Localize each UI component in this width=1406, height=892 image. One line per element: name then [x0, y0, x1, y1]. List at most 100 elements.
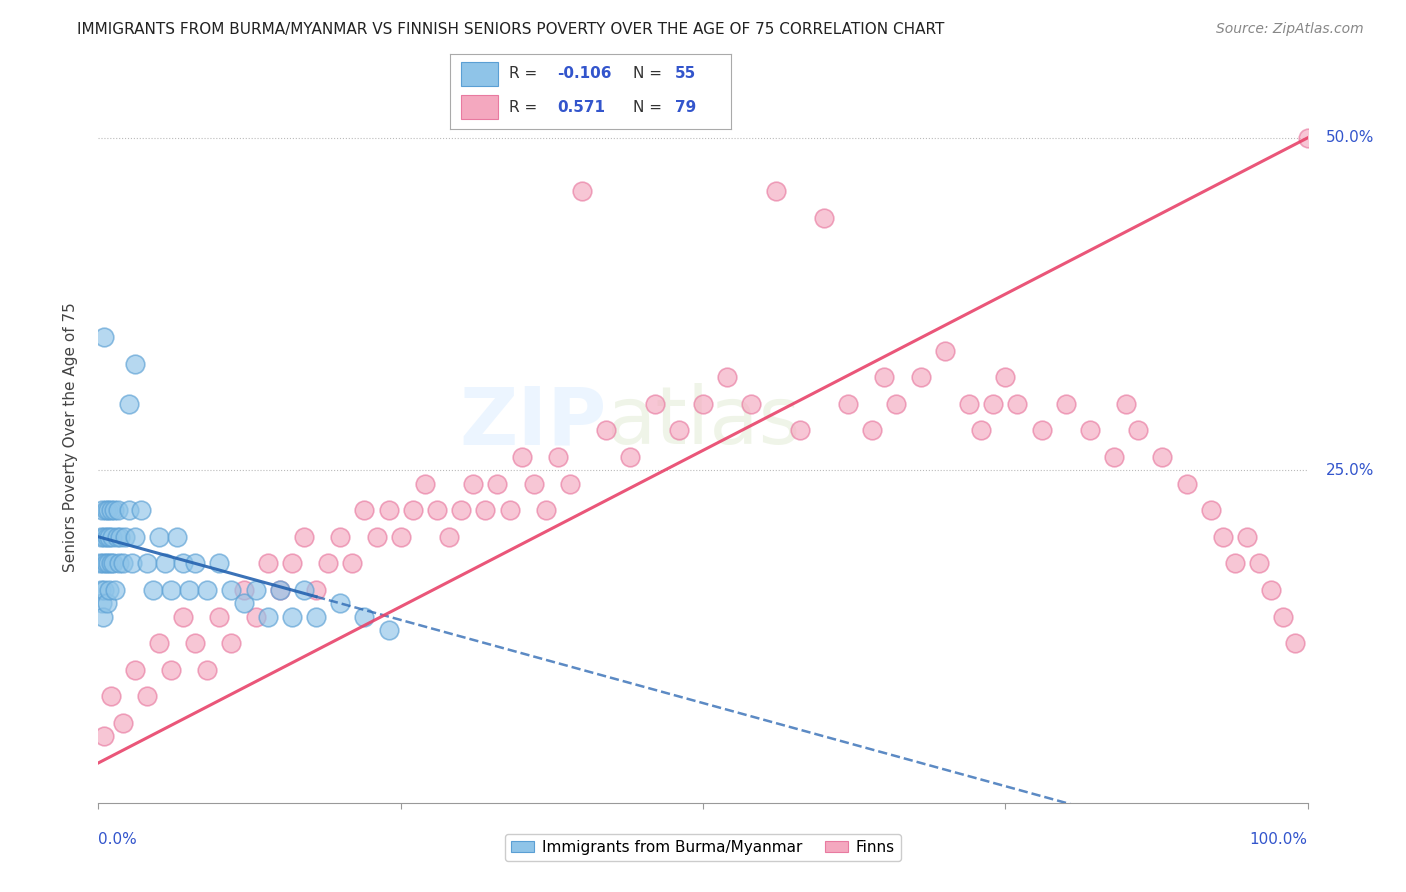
- Point: [179, 582, 201, 597]
- Legend: Immigrants from Burma/Myanmar, Finns: Immigrants from Burma/Myanmar, Finns: [505, 834, 901, 861]
- Point: [103, 503, 125, 517]
- Point: [135, 557, 157, 571]
- Point: [389, 530, 412, 544]
- Point: [1296, 131, 1319, 145]
- Point: [1078, 424, 1101, 438]
- Point: [184, 636, 207, 650]
- Point: [1031, 424, 1053, 438]
- Point: [450, 503, 472, 517]
- Point: [353, 503, 375, 517]
- Point: [994, 370, 1017, 384]
- Point: [94, 557, 117, 571]
- Point: [100, 503, 122, 517]
- Bar: [461, 62, 498, 87]
- Point: [208, 557, 231, 571]
- Point: [1223, 557, 1246, 571]
- Point: [934, 343, 956, 358]
- Point: [124, 530, 146, 544]
- Text: 25.0%: 25.0%: [1326, 463, 1374, 478]
- Point: [486, 476, 509, 491]
- Point: [96, 530, 118, 544]
- Point: [96, 596, 118, 610]
- Point: [1054, 397, 1077, 411]
- Point: [256, 557, 278, 571]
- Point: [498, 503, 520, 517]
- Point: [644, 397, 666, 411]
- Point: [957, 397, 980, 411]
- Point: [232, 582, 254, 597]
- Text: atlas: atlas: [606, 384, 800, 461]
- Bar: [461, 95, 498, 120]
- Point: [1212, 530, 1234, 544]
- Point: [1199, 503, 1222, 517]
- Point: [160, 663, 183, 677]
- Point: [100, 530, 122, 544]
- Point: [93, 729, 115, 743]
- Point: [292, 582, 315, 597]
- Point: [910, 370, 932, 384]
- Point: [195, 582, 218, 597]
- Point: [1249, 557, 1271, 571]
- Point: [89, 557, 111, 571]
- Point: [692, 397, 714, 411]
- Point: [1152, 450, 1174, 464]
- Point: [245, 609, 267, 624]
- Point: [377, 503, 399, 517]
- Point: [108, 530, 131, 544]
- Point: [886, 397, 908, 411]
- Point: [1175, 476, 1198, 491]
- Text: 79: 79: [675, 100, 696, 115]
- Point: [90, 530, 112, 544]
- Point: [1260, 582, 1282, 597]
- Point: [716, 370, 738, 384]
- Point: [329, 530, 352, 544]
- Point: [571, 184, 593, 198]
- Point: [413, 476, 436, 491]
- Point: [281, 557, 304, 571]
- Point: [547, 450, 569, 464]
- Point: [256, 609, 278, 624]
- Point: [426, 503, 449, 517]
- Point: [668, 424, 690, 438]
- Point: [104, 582, 127, 597]
- Point: [114, 530, 136, 544]
- Point: [100, 690, 122, 704]
- Point: [402, 503, 425, 517]
- Point: [1115, 397, 1137, 411]
- Point: [121, 557, 143, 571]
- Point: [97, 503, 120, 517]
- Point: [184, 557, 207, 571]
- Point: [91, 596, 114, 610]
- Point: [232, 596, 254, 610]
- Text: N =: N =: [633, 100, 666, 115]
- Point: [1272, 609, 1295, 624]
- Point: [221, 582, 243, 597]
- Point: [510, 450, 533, 464]
- Point: [135, 690, 157, 704]
- Text: ZIP: ZIP: [458, 384, 606, 461]
- Point: [129, 503, 152, 517]
- Point: [94, 503, 117, 517]
- Point: [111, 716, 134, 731]
- Point: [366, 530, 388, 544]
- Point: [98, 530, 121, 544]
- Point: [765, 184, 787, 198]
- Text: 100.0%: 100.0%: [1250, 832, 1308, 847]
- Point: [1236, 530, 1258, 544]
- Point: [269, 582, 291, 597]
- Point: [93, 330, 115, 344]
- Point: [118, 503, 141, 517]
- Point: [873, 370, 896, 384]
- Point: [1284, 636, 1306, 650]
- Point: [172, 609, 194, 624]
- Point: [148, 636, 170, 650]
- Point: [558, 476, 581, 491]
- Point: [160, 582, 183, 597]
- Point: [107, 503, 129, 517]
- Point: [970, 424, 993, 438]
- Point: [1128, 424, 1150, 438]
- Point: [281, 609, 304, 624]
- Point: [437, 530, 460, 544]
- Point: [153, 557, 176, 571]
- Point: [105, 530, 128, 544]
